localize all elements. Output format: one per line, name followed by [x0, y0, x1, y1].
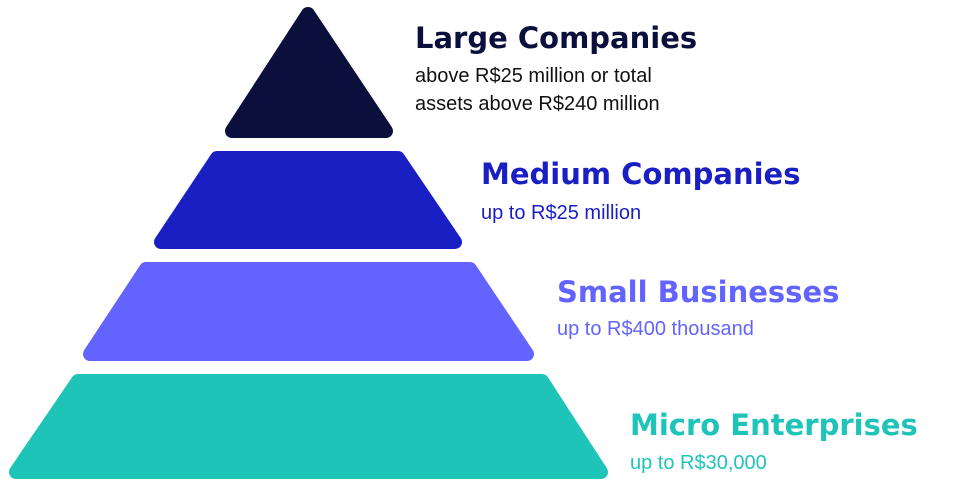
level-description: up to R$400 thousand — [557, 318, 754, 340]
level-title: Large Companies — [415, 21, 697, 55]
pyramid-tier-3 — [83, 262, 534, 361]
pyramid-tier-top — [225, 7, 393, 138]
level-description: above R$25 million or total — [415, 65, 652, 87]
level-title: Medium Companies — [481, 157, 800, 191]
level-description: up to R$30,000 — [630, 452, 767, 474]
level-title: Micro Enterprises — [630, 408, 918, 442]
level-description: up to R$25 million — [481, 202, 641, 224]
pyramid-tier-4 — [9, 374, 608, 479]
pyramid-tier-2 — [154, 151, 462, 249]
level-title: Small Businesses — [557, 275, 839, 309]
level-description: assets above R$240 million — [415, 93, 660, 115]
